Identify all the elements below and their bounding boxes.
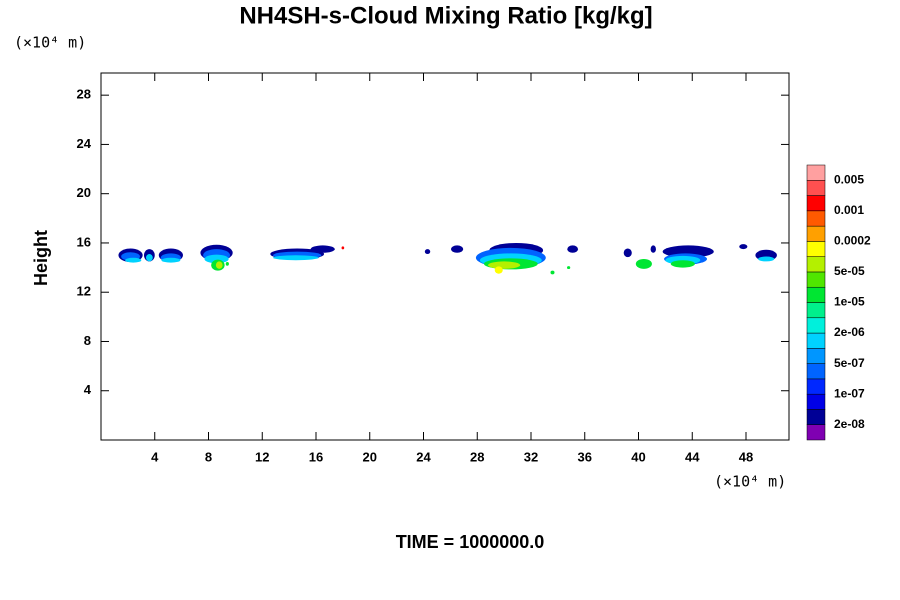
colorbar-cell [806,241,826,257]
y-tick-label: 12 [77,284,91,299]
colorbar-label: 2e-06 [834,325,865,339]
cloud-cell [739,244,748,250]
x-tick-label: 20 [363,449,377,464]
x-tick-label: 32 [524,449,538,464]
cloud-cell [650,245,656,253]
cloud-cell [225,262,229,266]
cloud-cell [215,261,223,269]
cloud-cell [161,257,181,263]
cloud-cell [204,254,229,264]
y-tick-label: 16 [77,234,91,249]
cloud-cell [758,256,775,262]
cloud-cell [550,270,555,275]
cloud-cell [623,248,632,258]
cloud-cell [567,266,571,270]
footer: TIME = 1000000.0 [396,532,545,552]
colorbar-cell [806,225,826,242]
colorbar-label: 0.0002 [834,234,871,248]
y-unit: (×10⁴ m) [14,34,86,52]
x-tick-label: 12 [255,449,269,464]
x-tick-label: 16 [309,449,323,464]
colorbar-cell [806,271,826,288]
colorbar-label: 0.005 [834,172,864,186]
y-tick-label: 4 [84,382,92,397]
y-axis-label: Height [31,230,51,286]
cloud-cell [146,254,153,262]
colorbar-label: 0.001 [834,203,864,217]
colorbar-cell [806,332,826,349]
colorbar-cell [806,317,826,334]
cloud-cell [424,249,431,255]
colorbar-cell [806,164,826,181]
colorbar-label: 5e-05 [834,264,865,278]
x-tick-label: 28 [470,449,484,464]
cloud-cell [670,260,695,268]
colorbar-cell [806,424,826,441]
chart-title: NH4SH-s-Cloud Mixing Ratio [kg/kg] [239,2,652,29]
cloud-cell [273,255,319,261]
x-tick-label: 40 [631,449,645,464]
colorbar-cell [806,363,826,380]
x-tick-label: 24 [416,449,431,464]
colorbar-cell [806,256,826,273]
y-tick-label: 8 [84,333,91,348]
cloud-cell [451,245,464,253]
colorbar-cell [806,409,826,425]
colorbar-cell [806,180,826,196]
colorbar-cell [806,302,826,319]
cloud-cell [341,246,345,250]
cloud-cell [125,257,142,263]
colorbar-cell [806,286,826,303]
cloud-cell [494,266,503,274]
colorbar-label: 5e-07 [834,356,865,370]
y-tick-label: 28 [77,87,91,102]
x-tick-label: 8 [205,449,212,464]
x-tick-label: 44 [685,449,700,464]
cloud-cell [488,261,521,269]
colorbar-cell [806,378,826,395]
y-tick-label: 20 [77,185,91,200]
colorbar-label: 1e-07 [834,386,865,400]
cloud-cell [310,245,335,253]
colorbar-cell [806,195,826,212]
cloud-cell [635,258,652,269]
colorbar-cell [806,348,826,364]
x-tick-label: 36 [578,449,592,464]
plot-frame [100,72,790,441]
colorbar-cell [806,393,826,410]
colorbar-cell [806,210,826,227]
x-tick-label: 4 [151,449,159,464]
colorbar-label: 2e-08 [834,417,865,431]
y-tick-label: 24 [77,136,92,151]
x-tick-label: 48 [739,449,753,464]
x-unit: (×10⁴ m) [714,473,786,491]
cloud-cell [567,245,579,253]
colorbar-label: 1e-05 [834,295,865,309]
